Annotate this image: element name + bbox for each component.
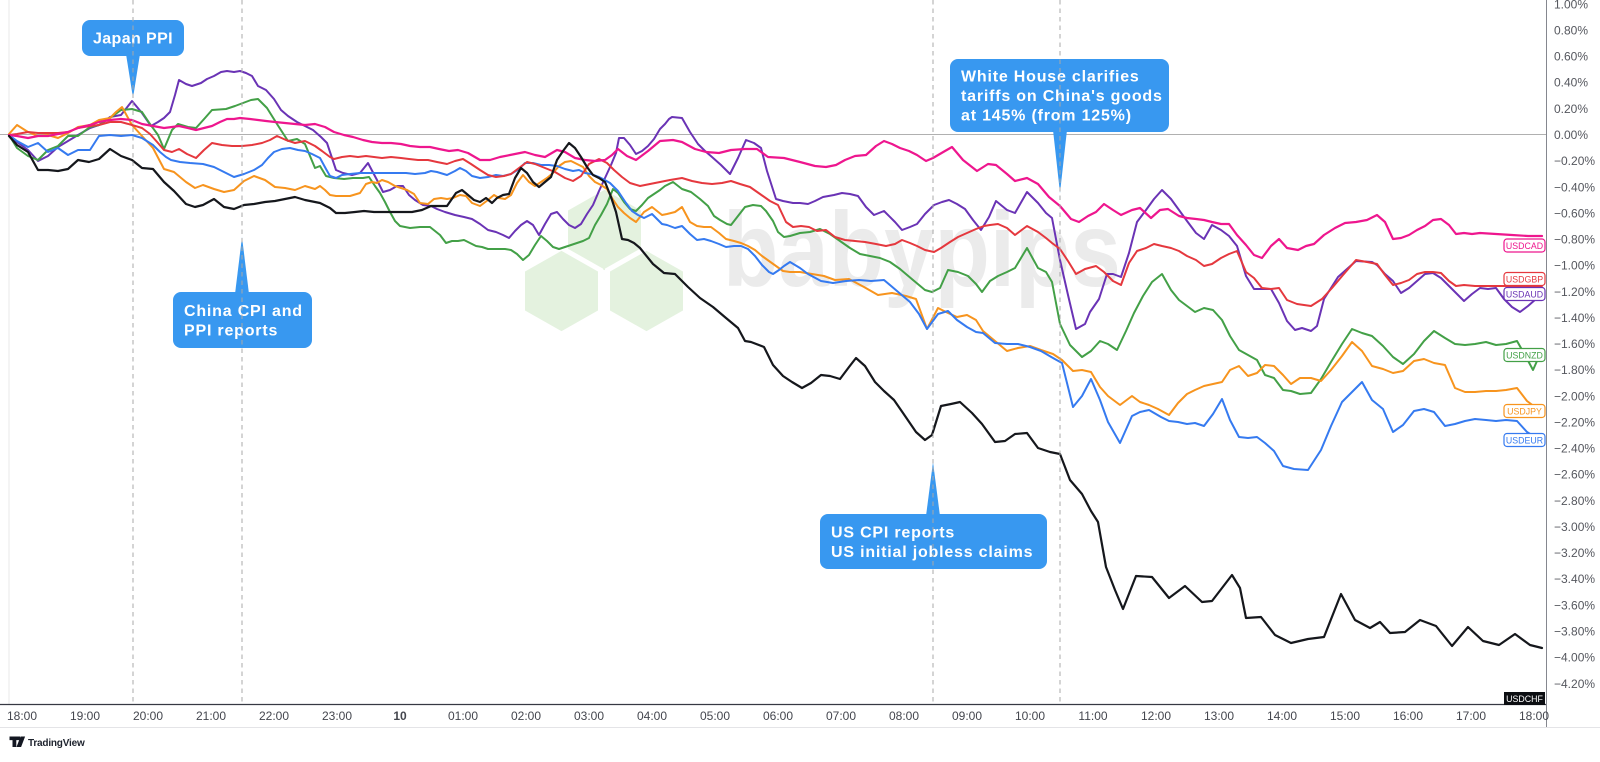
svg-text:09:00: 09:00 — [952, 709, 982, 723]
svg-text:20:00: 20:00 — [133, 709, 163, 723]
svg-text:17:00: 17:00 — [1456, 709, 1486, 723]
svg-text:02:00: 02:00 — [511, 709, 541, 723]
svg-text:01:00: 01:00 — [448, 709, 478, 723]
svg-text:1.00%: 1.00% — [1554, 0, 1588, 11]
svg-text:USDCAD: USDCAD — [1506, 241, 1543, 251]
svg-text:−1.60%: −1.60% — [1554, 337, 1595, 351]
svg-text:US initial jobless claims: US initial jobless claims — [831, 544, 1033, 561]
svg-text:US CPI reports: US CPI reports — [831, 524, 955, 541]
svg-text:−0.80%: −0.80% — [1554, 233, 1595, 247]
svg-text:03:00: 03:00 — [574, 709, 604, 723]
svg-text:18:00: 18:00 — [7, 709, 37, 723]
svg-text:−2.20%: −2.20% — [1554, 415, 1595, 429]
svg-text:−3.00%: −3.00% — [1554, 520, 1595, 534]
svg-text:0.00%: 0.00% — [1554, 128, 1588, 142]
svg-text:PPI reports: PPI reports — [184, 322, 278, 339]
svg-text:−3.60%: −3.60% — [1554, 598, 1595, 612]
svg-text:18:00: 18:00 — [1519, 709, 1549, 723]
svg-text:15:00: 15:00 — [1330, 709, 1360, 723]
svg-text:USDAUD: USDAUD — [1506, 290, 1543, 300]
svg-text:White House clarifies: White House clarifies — [961, 69, 1140, 86]
svg-text:06:00: 06:00 — [763, 709, 793, 723]
svg-text:11:00: 11:00 — [1078, 709, 1107, 723]
svg-text:10: 10 — [393, 709, 407, 723]
svg-text:05:00: 05:00 — [700, 709, 730, 723]
svg-text:USDJPY: USDJPY — [1507, 407, 1542, 417]
svg-text:USDCHF: USDCHF — [1506, 694, 1543, 704]
svg-text:10:00: 10:00 — [1015, 709, 1045, 723]
svg-text:China CPI and: China CPI and — [184, 303, 303, 320]
svg-text:USDNZD: USDNZD — [1506, 351, 1543, 361]
svg-text:22:00: 22:00 — [259, 709, 289, 723]
svg-text:Japan PPI: Japan PPI — [93, 31, 173, 48]
svg-text:−1.20%: −1.20% — [1554, 285, 1595, 299]
svg-text:−1.00%: −1.00% — [1554, 259, 1595, 273]
svg-text:−0.20%: −0.20% — [1554, 154, 1595, 168]
svg-text:12:00: 12:00 — [1141, 709, 1171, 723]
svg-text:14:00: 14:00 — [1267, 709, 1297, 723]
svg-text:−3.20%: −3.20% — [1554, 546, 1595, 560]
svg-text:at 145% (from 125%): at 145% (from 125%) — [961, 108, 1132, 125]
svg-text:−2.40%: −2.40% — [1554, 442, 1595, 456]
svg-text:−2.80%: −2.80% — [1554, 494, 1595, 508]
svg-text:TradingView: TradingView — [28, 738, 85, 749]
svg-text:07:00: 07:00 — [826, 709, 856, 723]
svg-text:−4.00%: −4.00% — [1554, 651, 1595, 665]
svg-text:04:00: 04:00 — [637, 709, 667, 723]
svg-text:USDGBP: USDGBP — [1506, 275, 1543, 285]
svg-text:−0.60%: −0.60% — [1554, 206, 1595, 220]
svg-text:23:00: 23:00 — [322, 709, 352, 723]
svg-text:08:00: 08:00 — [889, 709, 919, 723]
svg-text:−0.40%: −0.40% — [1554, 180, 1595, 194]
svg-text:21:00: 21:00 — [196, 709, 226, 723]
svg-text:0.80%: 0.80% — [1554, 23, 1588, 37]
svg-text:13:00: 13:00 — [1204, 709, 1234, 723]
svg-text:−3.80%: −3.80% — [1554, 625, 1595, 639]
svg-text:0.60%: 0.60% — [1554, 50, 1588, 64]
svg-text:0.20%: 0.20% — [1554, 102, 1588, 116]
svg-text:−1.40%: −1.40% — [1554, 311, 1595, 325]
svg-text:19:00: 19:00 — [70, 709, 100, 723]
svg-text:−4.20%: −4.20% — [1554, 677, 1595, 691]
svg-text:−3.40%: −3.40% — [1554, 572, 1595, 586]
svg-text:−2.60%: −2.60% — [1554, 468, 1595, 482]
svg-text:0.40%: 0.40% — [1554, 76, 1588, 90]
svg-text:USDEUR: USDEUR — [1506, 436, 1543, 446]
svg-text:tariffs on China's goods: tariffs on China's goods — [961, 88, 1163, 105]
svg-text:16:00: 16:00 — [1393, 709, 1423, 723]
svg-text:−1.80%: −1.80% — [1554, 363, 1595, 377]
svg-text:−2.00%: −2.00% — [1554, 389, 1595, 403]
